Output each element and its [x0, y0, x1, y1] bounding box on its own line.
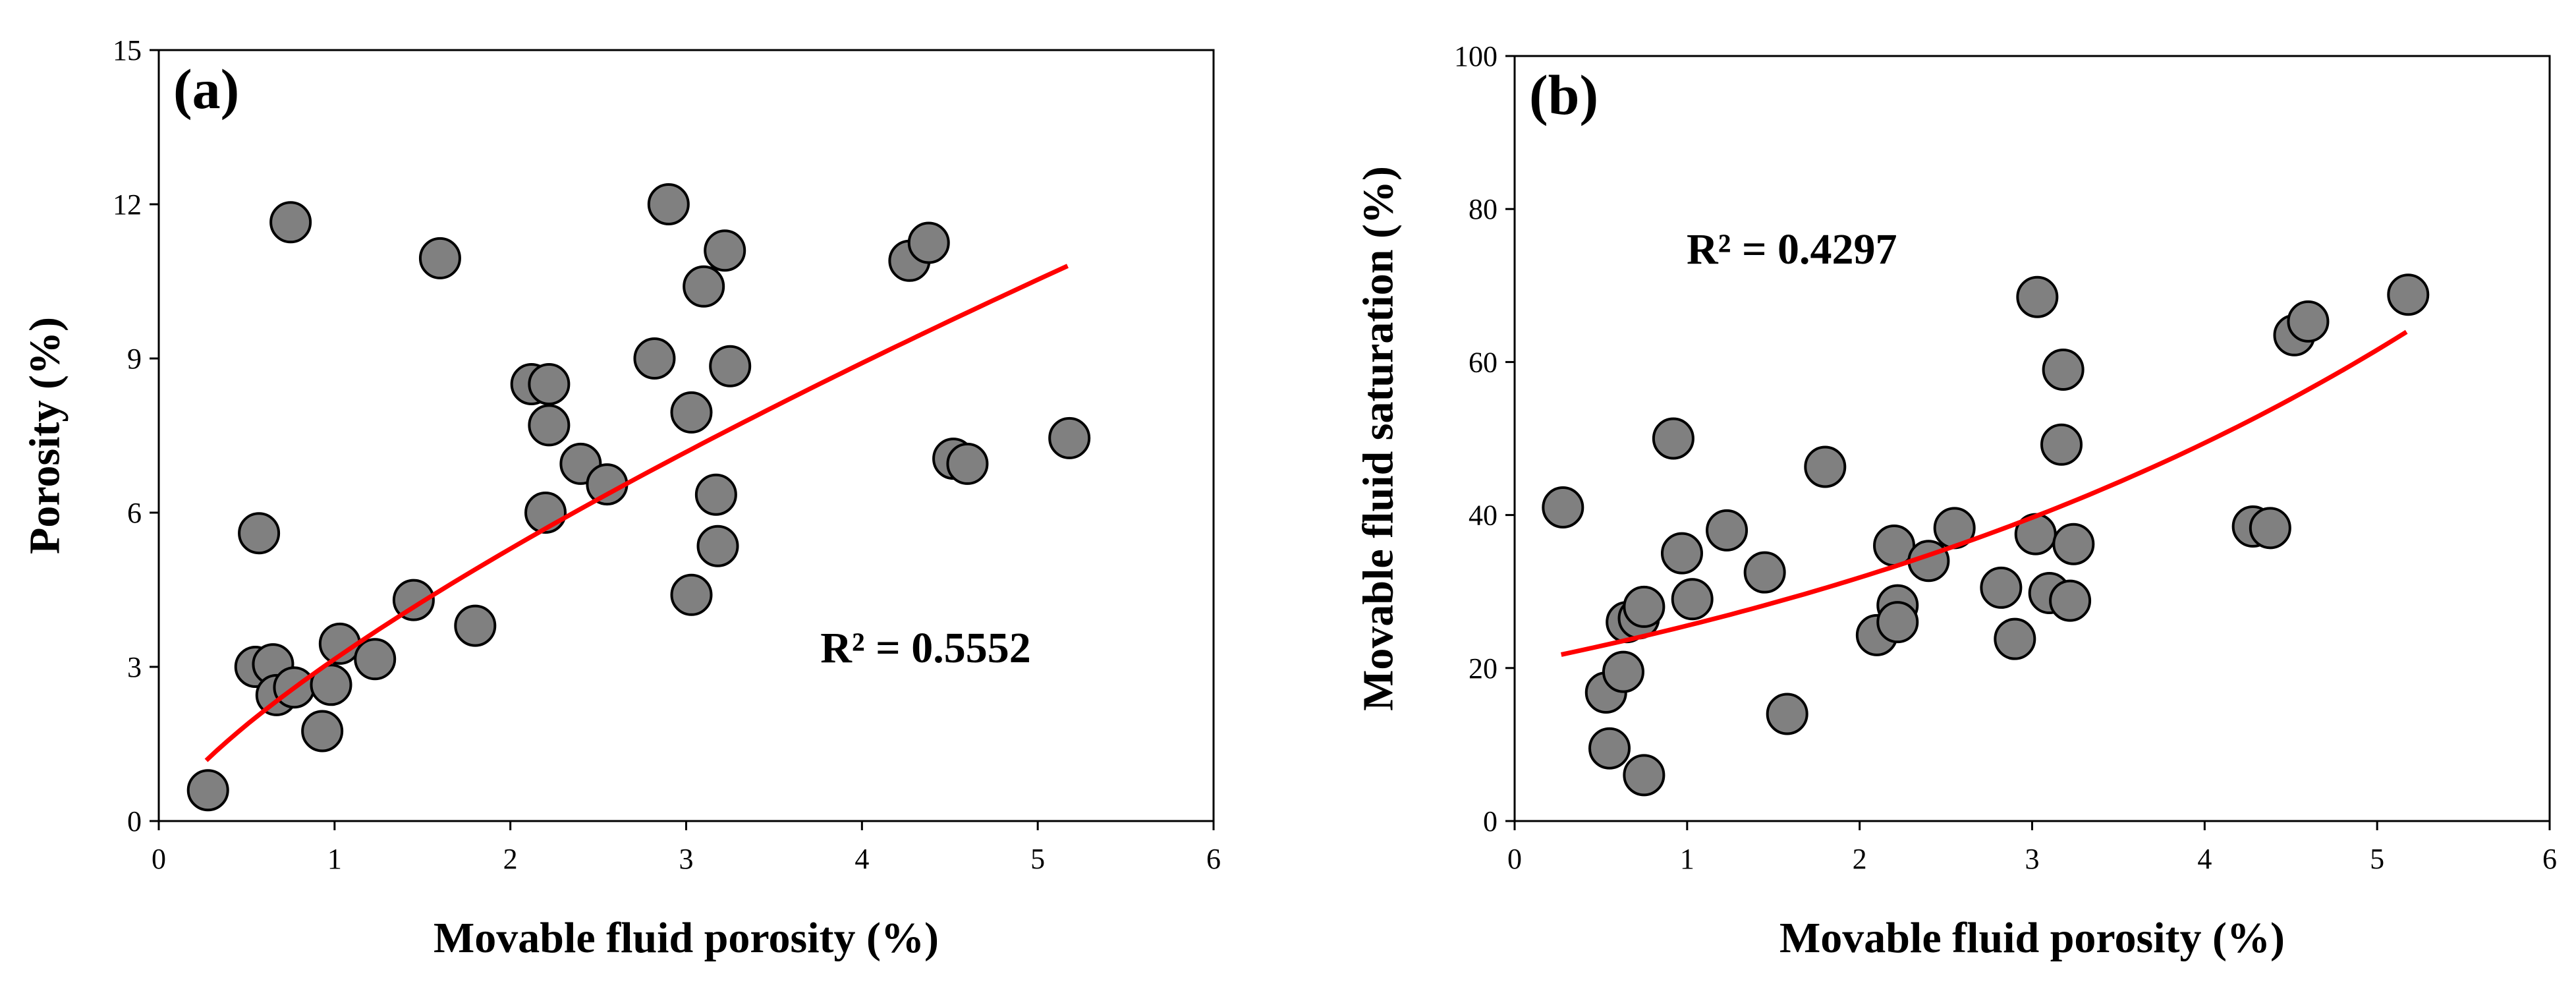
chart-a-data-point [392, 579, 435, 621]
chart-b-panel-label: (b) [1529, 63, 1598, 127]
chart-a-data-point [1048, 416, 1091, 459]
chart-b-data-point [1602, 650, 1644, 693]
chart-a-y-tick-label: 12 [113, 188, 142, 221]
chart-a-y-tick-label: 6 [127, 497, 142, 529]
chart-a-data-point [269, 201, 312, 244]
chart-b-x-tick-label: 0 [1507, 843, 1522, 875]
chart-a-data-point [354, 638, 397, 681]
chart-b-x-tick-label: 5 [2370, 843, 2384, 875]
chart-a-data-point [696, 525, 739, 567]
chart-a-data-point [709, 345, 752, 387]
chart-b-x-tick-label: 2 [1853, 843, 1867, 875]
chart-b-r2-label: R² = 0.4297 [1687, 225, 1897, 273]
chart-b-y-tick-label: 60 [1469, 346, 1498, 378]
chart-a-x-axis-title: Movable fluid porosity (%) [434, 914, 939, 962]
chart-a-data-point [694, 473, 737, 516]
chart-b-data-point [2040, 423, 2083, 466]
chart-a-data-point [310, 664, 352, 706]
chart-b-data-point [1743, 551, 1786, 594]
chart-b-y-tick-label: 80 [1469, 193, 1498, 225]
chart-a-x-tick-label: 2 [503, 843, 518, 875]
chart-b-y-tick-label: 100 [1454, 40, 1498, 72]
chart-a-data-point [670, 391, 713, 434]
chart-a-y-tick-label: 9 [127, 343, 142, 375]
chart-b-data-point [1706, 509, 1749, 552]
chart-b-data-point [2052, 523, 2095, 565]
chart-b-y-tick-label: 40 [1469, 499, 1498, 532]
chart-a-x-tick-label: 4 [854, 843, 869, 875]
chart-b-y-tick-label: 20 [1469, 652, 1498, 685]
chart-a-panel-label: (a) [173, 57, 239, 121]
chart-a-data-point [528, 363, 571, 405]
chart-a-data-point [946, 442, 989, 485]
chart-a-data-point [301, 710, 344, 753]
chart-a-x-tick-label: 3 [679, 843, 694, 875]
chart-a-data-point [238, 512, 281, 555]
chart-b-data-point [1980, 566, 2023, 609]
chart-a-r2-label: R² = 0.5552 [820, 624, 1031, 672]
chart-a-x-tick-label: 5 [1030, 843, 1045, 875]
chart-b-data-point [2387, 273, 2430, 316]
chart-a-data-point [704, 229, 746, 272]
chart-a-x-tick-label: 1 [327, 843, 342, 875]
chart-b-data-point [2016, 275, 2059, 318]
chart-b-x-tick-label: 6 [2542, 843, 2557, 875]
chart-a-y-axis-title: Porosity (%) [21, 317, 69, 554]
chart-b-x-tick-label: 4 [2197, 843, 2212, 875]
chart-b-data-point [1652, 417, 1694, 460]
chart-a-y-tick-label: 15 [113, 34, 142, 67]
chart-b-y-tick-label: 0 [1483, 805, 1498, 838]
chart-b-data-point [2042, 349, 2085, 391]
chart-b-data-point [1660, 532, 1703, 575]
chart-a-data-point [528, 404, 571, 447]
chart-a-data-point [454, 604, 497, 647]
chart-b-data-point [1623, 754, 1666, 797]
chart-b-x-axis-title: Movable fluid porosity (%) [1779, 914, 2285, 962]
chart-b-data-point [1542, 486, 1584, 528]
chart-b-data-point [1588, 727, 1631, 770]
chart-a-y-tick-label: 3 [127, 651, 142, 683]
chart-b-x-tick-label: 3 [2025, 843, 2040, 875]
chart-b-data-point [1766, 693, 1808, 735]
chart-b-data-point [1804, 445, 1847, 488]
chart-a-y-tick-label: 0 [127, 805, 142, 838]
chart-b-data-point [2049, 579, 2092, 622]
chart-b-data-point [2249, 507, 2291, 550]
chart-b-trend-line [1560, 329, 2408, 657]
chart-a-x-tick-label: 6 [1206, 843, 1221, 875]
chart-b-data-point [1623, 585, 1666, 628]
chart-b-x-tick-label: 1 [1680, 843, 1694, 875]
chart-a-data-point [633, 337, 676, 380]
chart-a-data-point [907, 221, 950, 264]
chart-b-y-axis-title: Movable fluid saturation (%) [1355, 166, 1403, 711]
chart-a-x-tick-label: 0 [152, 843, 166, 875]
chart-a-data-point [683, 265, 725, 308]
chart-a-data-point [647, 183, 690, 225]
chart-b-data-point [1876, 601, 1919, 644]
chart-b-data-point [1671, 578, 1714, 621]
chart-a-data-point [670, 573, 713, 616]
chart-b-data-point [1994, 617, 2036, 660]
chart-a-data-point [418, 237, 461, 279]
chart-b-data-point [2287, 300, 2330, 343]
chart-a-trend-line [204, 264, 1069, 762]
chart-a-data-point [186, 769, 229, 812]
